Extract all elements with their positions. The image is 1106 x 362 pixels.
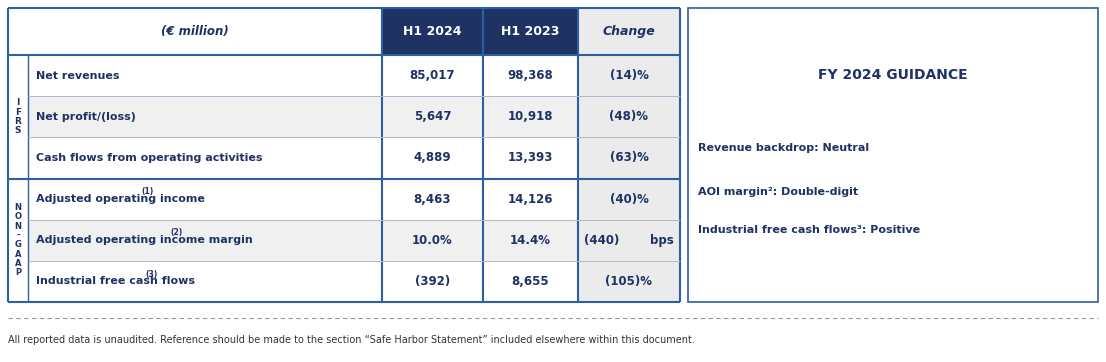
Bar — [578, 55, 680, 96]
Bar — [28, 261, 578, 302]
Bar — [578, 178, 680, 220]
Text: 8,655: 8,655 — [512, 275, 550, 288]
Text: 14.4%: 14.4% — [510, 234, 551, 247]
Bar — [28, 96, 578, 137]
Bar — [578, 220, 680, 261]
Bar — [8, 8, 382, 55]
Text: Change: Change — [603, 25, 656, 38]
Bar — [578, 8, 680, 55]
Bar — [28, 178, 578, 220]
Text: (440): (440) — [584, 234, 619, 247]
Text: AOI margin²: Double-digit: AOI margin²: Double-digit — [698, 187, 858, 197]
Text: 8,463: 8,463 — [414, 193, 451, 206]
Bar — [578, 261, 680, 302]
Bar — [8, 178, 28, 302]
Bar — [8, 55, 28, 178]
Bar — [578, 96, 680, 137]
Bar — [28, 220, 578, 261]
Bar — [578, 137, 680, 178]
Bar — [382, 8, 578, 55]
Text: 13,393: 13,393 — [508, 151, 553, 164]
Text: Net profit/(loss): Net profit/(loss) — [36, 112, 136, 122]
Bar — [28, 137, 578, 178]
Text: (40)%: (40)% — [609, 193, 648, 206]
Text: Cash flows from operating activities: Cash flows from operating activities — [36, 153, 262, 163]
Text: 85,017: 85,017 — [409, 69, 456, 82]
Text: (105)%: (105)% — [605, 275, 653, 288]
Text: (€ million): (€ million) — [161, 25, 229, 38]
Text: 14,126: 14,126 — [508, 193, 553, 206]
Text: Net revenues: Net revenues — [36, 71, 119, 81]
Text: H1 2024: H1 2024 — [404, 25, 461, 38]
Text: (3): (3) — [145, 269, 157, 278]
Text: Adjusted operating income margin: Adjusted operating income margin — [36, 235, 253, 245]
Text: 10,918: 10,918 — [508, 110, 553, 123]
Text: (14)%: (14)% — [609, 69, 648, 82]
Text: N
O
N
-
G
A
A
P: N O N - G A A P — [14, 203, 21, 278]
Text: (2): (2) — [170, 228, 182, 237]
Text: All reported data is unaudited. Reference should be made to the section “Safe Ha: All reported data is unaudited. Referenc… — [8, 335, 695, 345]
Text: (48)%: (48)% — [609, 110, 648, 123]
Text: 4,889: 4,889 — [414, 151, 451, 164]
Text: H1 2023: H1 2023 — [501, 25, 560, 38]
Text: Adjusted operating income: Adjusted operating income — [36, 194, 205, 204]
Text: (392): (392) — [415, 275, 450, 288]
Text: Industrial free cash flows³: Positive: Industrial free cash flows³: Positive — [698, 225, 920, 235]
Bar — [8, 8, 680, 302]
Text: (1): (1) — [140, 187, 154, 196]
Text: 98,368: 98,368 — [508, 69, 553, 82]
Bar — [28, 55, 578, 96]
Text: Industrial free cash flows: Industrial free cash flows — [36, 277, 195, 286]
Text: bps: bps — [650, 234, 674, 247]
Text: (63)%: (63)% — [609, 151, 648, 164]
Text: Revenue backdrop: Neutral: Revenue backdrop: Neutral — [698, 143, 869, 153]
Text: I
F
R
S: I F R S — [14, 98, 21, 135]
Bar — [688, 8, 1098, 302]
Text: 5,647: 5,647 — [414, 110, 451, 123]
Text: FY 2024 GUIDANCE: FY 2024 GUIDANCE — [818, 68, 968, 82]
Text: 10.0%: 10.0% — [413, 234, 452, 247]
